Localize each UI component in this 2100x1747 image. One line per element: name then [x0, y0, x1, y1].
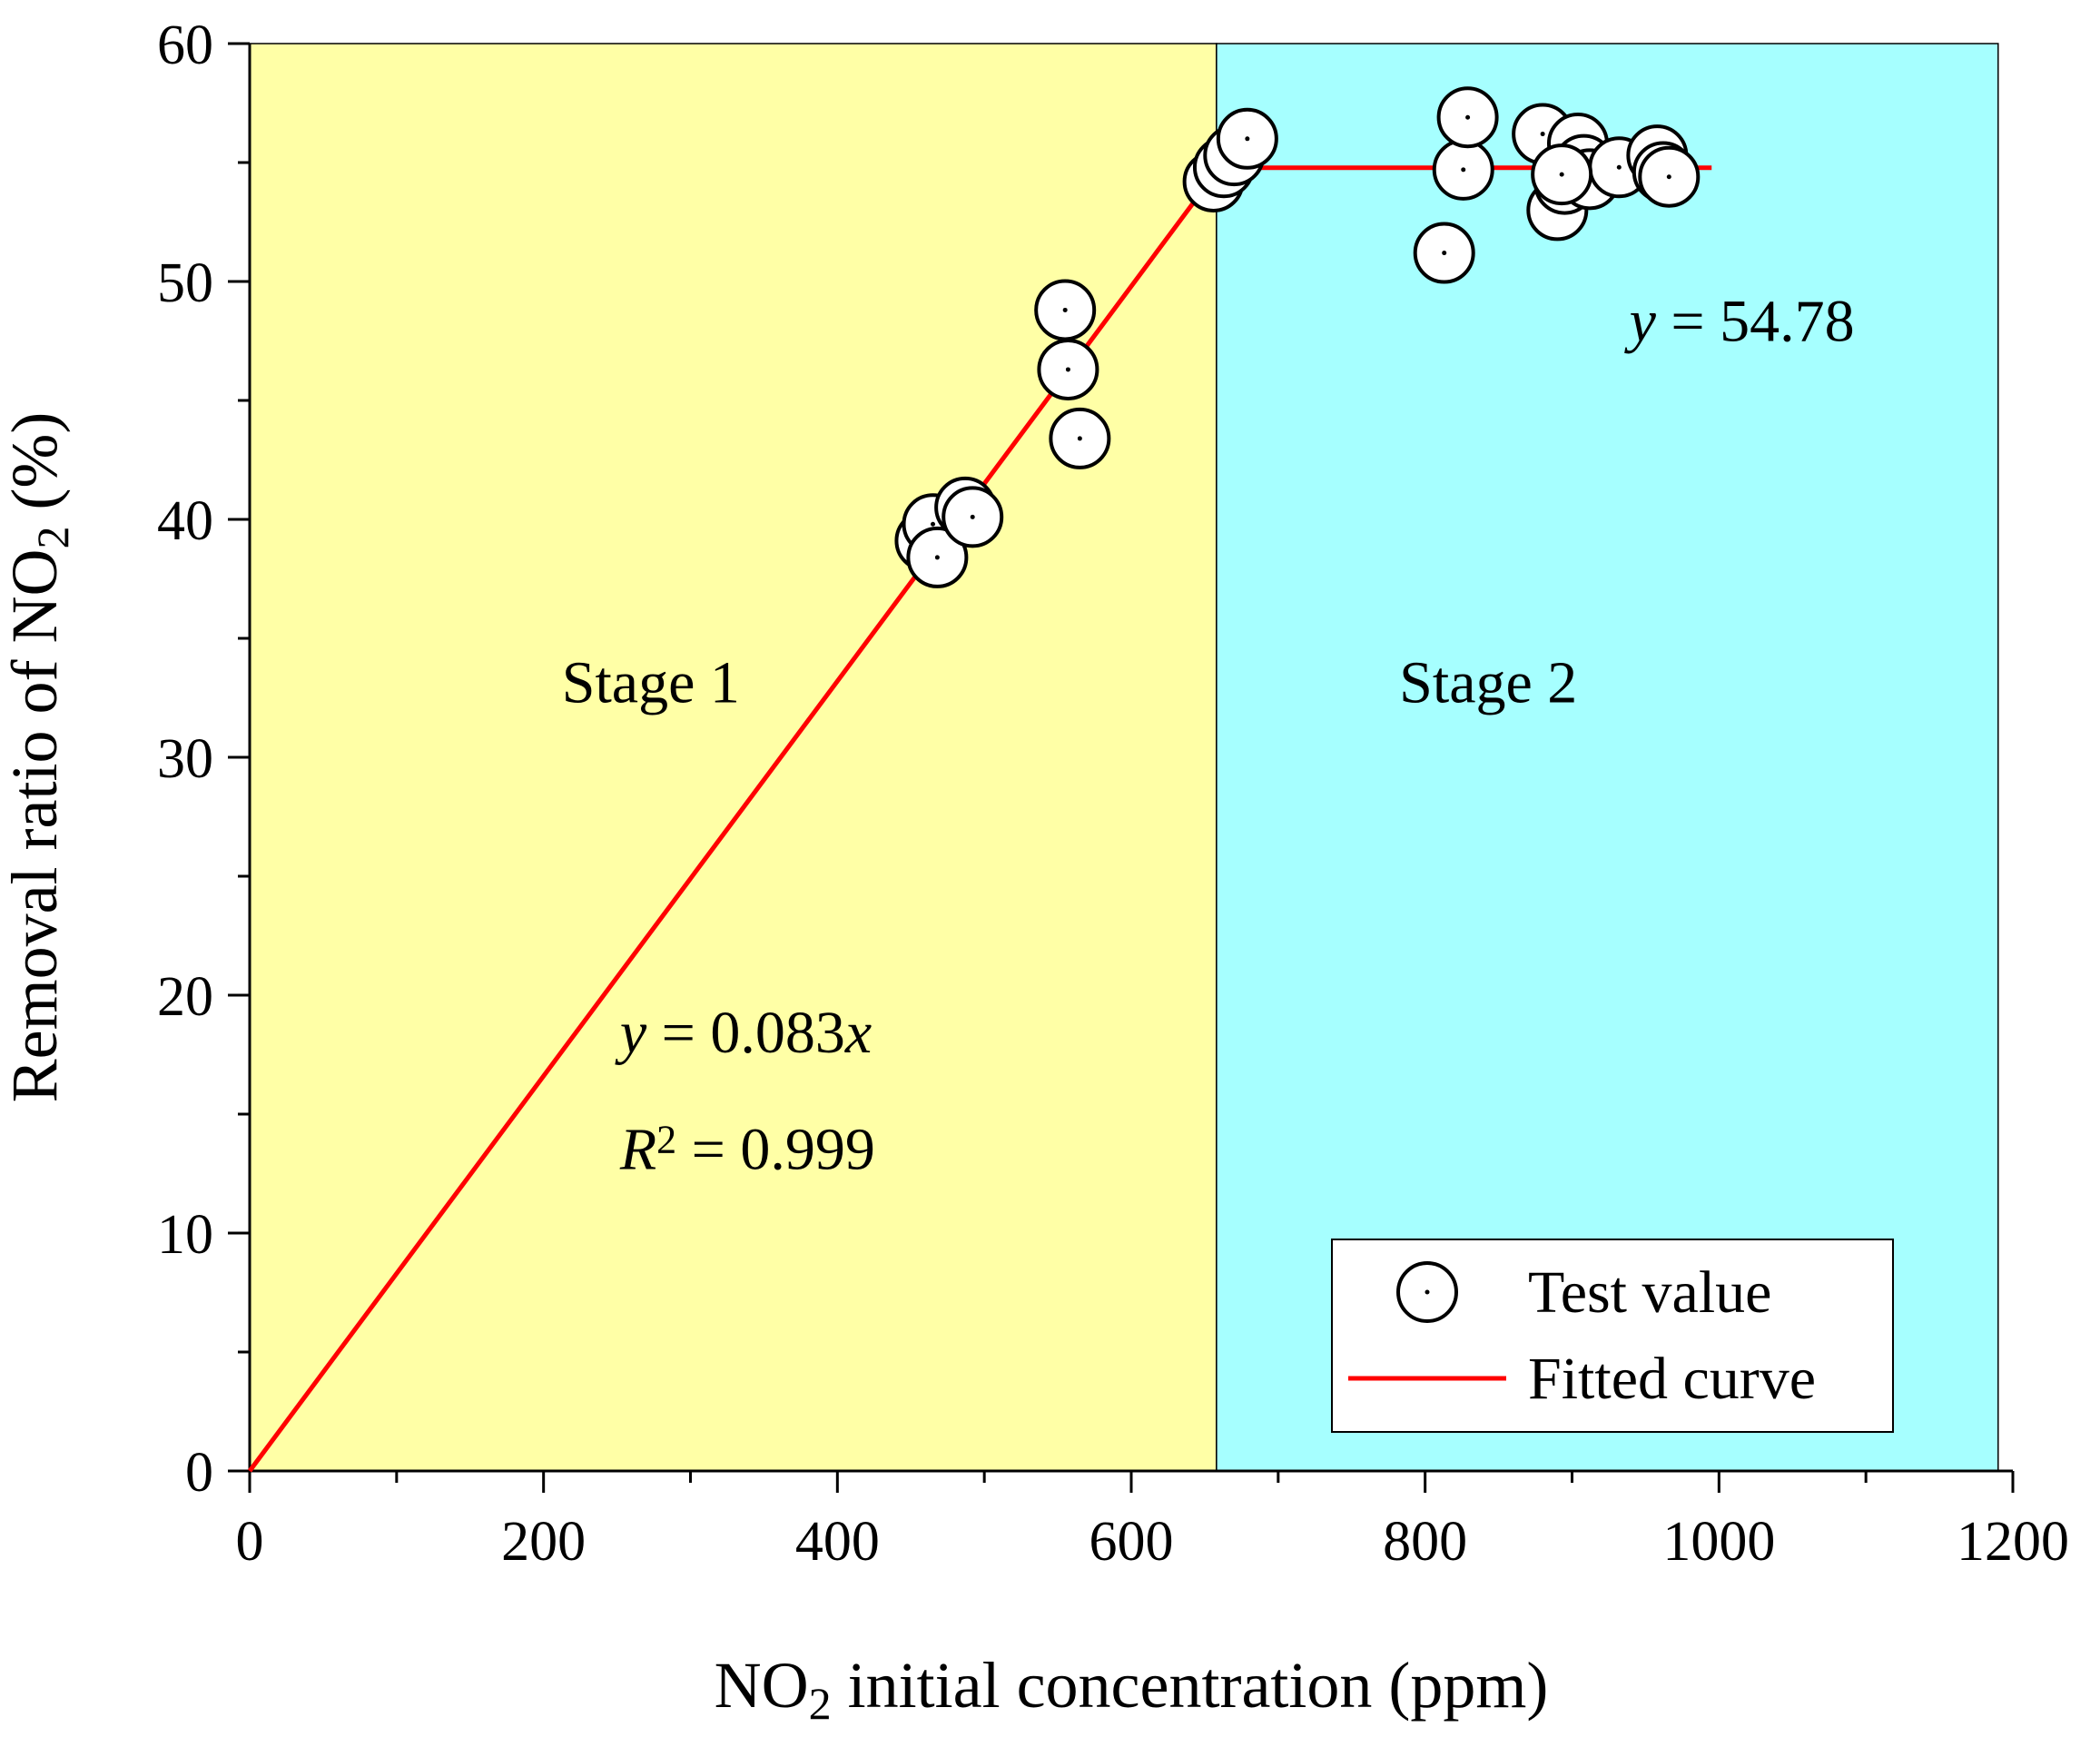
data-point-center-dot	[931, 521, 936, 527]
data-point-center-dot	[1065, 367, 1070, 372]
stage-label-1: Stage 1	[562, 650, 740, 716]
data-point-center-dot	[1559, 172, 1564, 177]
equation-part: = 0.999	[676, 1116, 875, 1182]
legend: Test value Fitted curve	[1331, 1239, 1894, 1433]
test-value-points	[894, 86, 1701, 588]
stage-label-2: Stage 2	[1399, 650, 1577, 716]
data-point-center-dot	[1540, 132, 1545, 137]
data-point-center-dot	[1461, 167, 1466, 173]
legend-label: Fitted curve	[1528, 1346, 1816, 1412]
equation-annotation-1: y = 54.78	[1624, 289, 1855, 355]
data-point	[1037, 338, 1099, 400]
equation-part: = 0.083	[646, 1000, 845, 1066]
data-point-center-dot	[1077, 436, 1082, 441]
equation-annotation-2: y = 0.083x	[615, 1000, 872, 1066]
data-point-center-dot	[1245, 136, 1250, 142]
x-tick-label: 600	[1089, 1511, 1174, 1573]
x-tick-label: 1000	[1662, 1511, 1775, 1573]
y-tick-label: 40	[157, 490, 213, 552]
equation-part: R	[619, 1116, 656, 1182]
data-point	[906, 526, 969, 588]
x-tick-label: 200	[501, 1511, 586, 1573]
y-tick-label: 60	[157, 15, 213, 76]
data-point	[1413, 222, 1475, 284]
y-tick-label: 0	[185, 1442, 213, 1504]
data-point-center-dot	[1465, 114, 1471, 120]
equation-part: x	[844, 1000, 872, 1066]
data-point-center-dot	[1062, 307, 1068, 312]
x-tick-label: 1200	[1957, 1511, 2069, 1573]
equation-part: = 54.78	[1656, 289, 1855, 355]
data-point	[1436, 86, 1499, 149]
x-tick-label: 0	[236, 1511, 264, 1573]
y-tick-label: 20	[157, 966, 213, 1028]
data-point	[1049, 407, 1111, 469]
stage-region-2	[1216, 43, 1999, 1472]
equation-annotation-3: R2 = 0.999	[619, 1116, 875, 1182]
y-axis-title: Removal ratio of NO2 (%)	[0, 412, 78, 1103]
x-tick-label: 800	[1383, 1511, 1467, 1573]
y-axis-title-subscript: 2	[27, 527, 78, 549]
x-axis-title-part: initial concentration (ppm)	[832, 1649, 1549, 1722]
x-axis-title-part: NO	[715, 1649, 809, 1722]
equation-part: y	[1624, 289, 1657, 355]
data-point-center-dot	[1442, 251, 1447, 256]
data-point	[1531, 143, 1593, 206]
data-point	[1216, 107, 1278, 170]
legend-symbol-center-dot	[1425, 1289, 1430, 1295]
data-point	[1638, 145, 1701, 208]
y-tick-label: 10	[157, 1204, 213, 1266]
data-point	[1034, 279, 1097, 341]
stage-region-1	[249, 43, 1218, 1472]
x-axis-title: NO2 initial concentration (ppm)	[715, 1649, 1549, 1729]
x-axis-title-subscript: 2	[809, 1678, 832, 1729]
data-point-center-dot	[970, 514, 975, 519]
data-point-center-dot	[1616, 164, 1622, 170]
y-tick-label: 30	[157, 728, 213, 790]
y-tick-label: 50	[157, 252, 213, 314]
data-point	[942, 486, 1004, 548]
equation-part: y	[615, 1000, 647, 1066]
data-point	[1432, 138, 1494, 201]
y-axis-title-part: (%)	[0, 412, 71, 527]
equation-part: 2	[656, 1118, 676, 1162]
legend-label: Test value	[1528, 1259, 1771, 1326]
y-axis-title-part: Removal ratio of NO	[0, 549, 71, 1103]
data-point-center-dot	[1666, 174, 1671, 180]
x-tick-label: 400	[795, 1511, 880, 1573]
data-point-center-dot	[934, 555, 940, 560]
